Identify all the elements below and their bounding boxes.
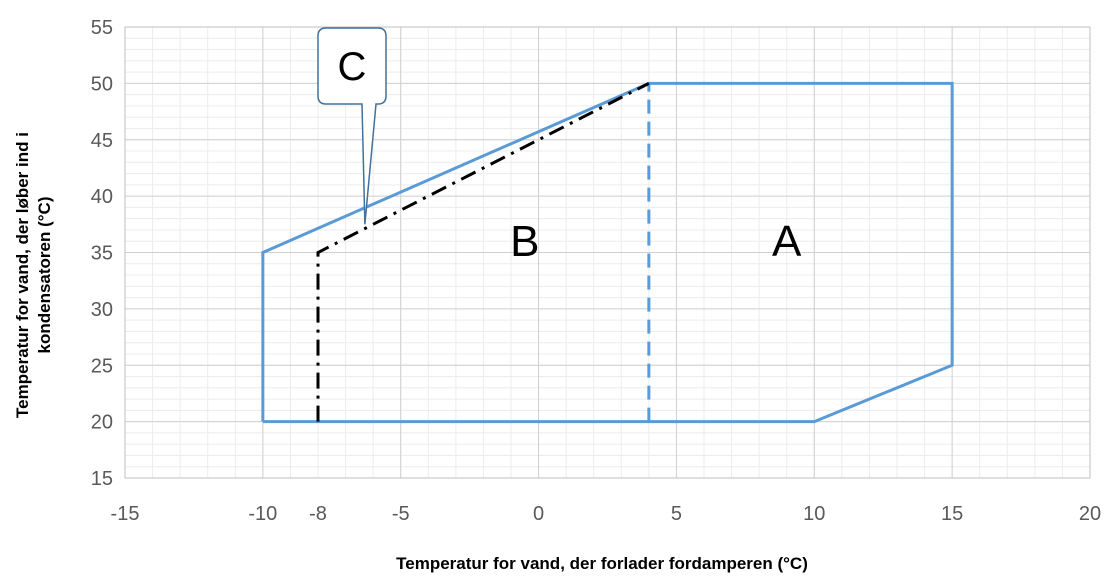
x-tick-label: -5 (392, 503, 410, 525)
y-axis-title-line-2: kondensatoren (°C) (35, 197, 54, 354)
x-tick-label: -15 (111, 503, 140, 525)
series-line-dash-dot (316, 82, 650, 422)
x-axis-title: Temperatur for vand, der forlader fordam… (396, 554, 808, 573)
y-tick-label: 20 (91, 412, 113, 434)
series-layer (261, 81, 954, 424)
y-tick-label: 35 (91, 243, 113, 265)
series-line-solid (261, 81, 954, 424)
x-tick-label: -10 (248, 503, 277, 525)
region-label-A: A (772, 217, 802, 266)
callout-label: C (338, 45, 367, 89)
y-tick-label: 30 (91, 299, 113, 321)
x-tick-label: 10 (803, 503, 825, 525)
y-tick-label: 15 (91, 468, 113, 490)
x-tick-label: 15 (941, 503, 963, 525)
x-tick-labels: -15 -10 -8 -5 0 5 10 15 20 (111, 503, 1102, 525)
region-label-B: B (510, 217, 539, 266)
y-tick-label: 40 (91, 186, 113, 208)
y-axis-title: Temperatur for vand, der løber ind i kon… (13, 132, 54, 418)
y-axis-title-line-1: Temperatur for vand, der løber ind i (13, 132, 32, 418)
y-tick-labels: 15 20 25 30 35 40 45 50 55 (91, 17, 113, 490)
y-tick-label: 55 (91, 17, 113, 39)
y-tick-label: 50 (91, 73, 113, 95)
x-tick-label: 5 (671, 503, 682, 525)
x-tick-label: -8 (309, 503, 327, 525)
plot-border (124, 26, 1091, 479)
y-tick-label: 45 (91, 130, 113, 152)
y-tick-label: 25 (91, 355, 113, 377)
x-tick-label: 20 (1079, 503, 1101, 525)
x-tick-label: 0 (533, 503, 544, 525)
annotation-layer: A B C (317, 27, 802, 266)
callout-box (317, 27, 387, 225)
